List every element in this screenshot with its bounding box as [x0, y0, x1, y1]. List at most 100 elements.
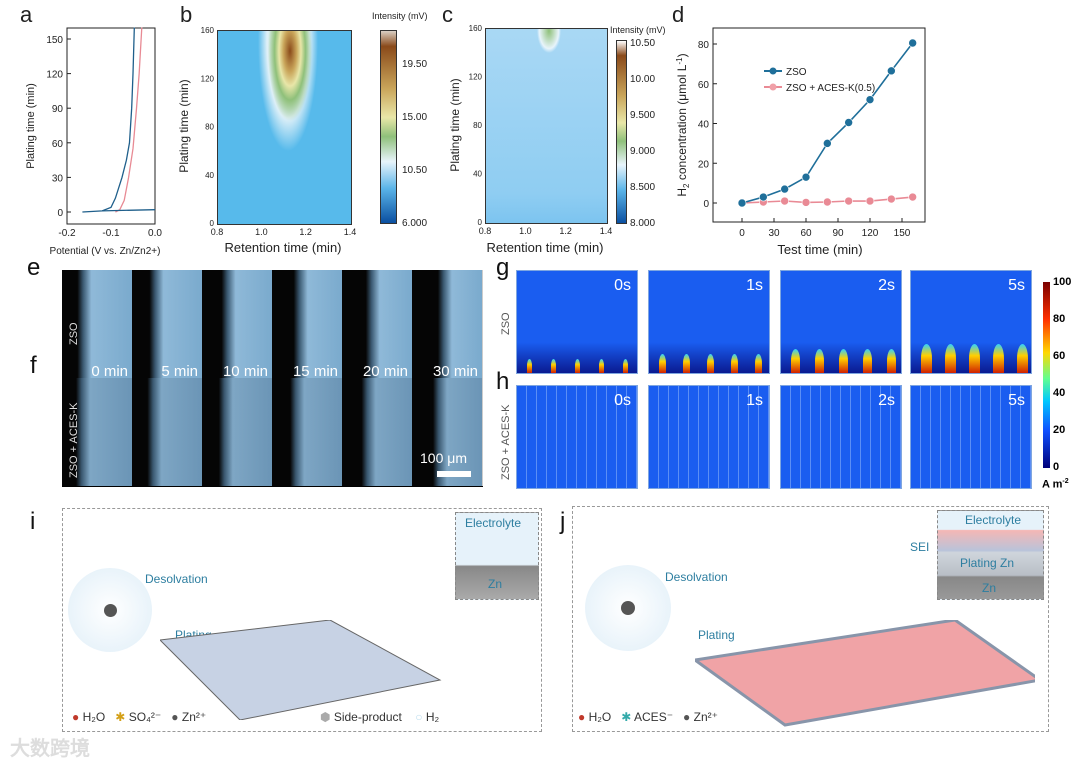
- data-point-d: [780, 184, 789, 194]
- panel-label-b: b: [180, 2, 192, 27]
- optical-image-e: 0 min: [62, 270, 133, 380]
- optical-image-f: [62, 378, 133, 486]
- watermark: 大数跨境: [10, 738, 90, 760]
- optical-image-e: 20 min: [342, 270, 413, 380]
- current-hotspot: [863, 349, 872, 373]
- scale-bar: [437, 471, 471, 477]
- series-line-a: [115, 27, 143, 213]
- time-label: 10 min: [222, 363, 268, 380]
- zn-label-j: Zn: [982, 581, 997, 595]
- time-label: 2s: [878, 392, 895, 409]
- current-hotspot: [623, 359, 628, 373]
- series-line-a: [82, 27, 135, 213]
- tick-label-x: 1.2: [559, 226, 572, 236]
- optical-images: 0 min 5 min 10 min 15 min 20 min 30 min: [62, 270, 483, 487]
- tick-label-x: 1.2: [299, 227, 312, 237]
- tick-label-y: 80: [205, 123, 214, 132]
- data-point-d: [865, 196, 875, 206]
- time-label: 5s: [1008, 277, 1025, 294]
- axis-label-b-x: Retention time (min): [224, 240, 341, 255]
- data-point-d: [823, 139, 832, 148]
- electrolyte-label-j: Electrolyte: [965, 513, 1022, 527]
- zn-anode-i: [160, 620, 442, 720]
- colorbar-tick-label: 10.00: [630, 74, 655, 85]
- current-hotspot: [839, 349, 848, 373]
- tick-label-a-x: 0.0: [148, 228, 162, 239]
- data-point-d: [865, 95, 875, 104]
- axis-label-a-x: Potential (V vs. Zn/Zn2+): [50, 246, 161, 257]
- row-label-f: ZSO + ACES-K: [68, 402, 80, 479]
- data-point-d: [887, 194, 896, 204]
- row-label-h: ZSO + ACES-K: [500, 404, 512, 481]
- legend-item-aces: ZSO + ACES-K(0.5): [786, 83, 875, 94]
- row-label-e: ZSO: [68, 322, 80, 345]
- legend-j: ● H₂O ✱ ACES⁻ ● Zn²⁺: [578, 710, 718, 724]
- data-point-d: [908, 192, 917, 202]
- tick-label-d-x: 60: [800, 228, 812, 239]
- data-point-d: [801, 172, 811, 182]
- current-hotspot: [659, 354, 666, 373]
- colorbar-tick-label: 10.50: [630, 38, 655, 49]
- simulation-panel-g: 5s: [910, 270, 1032, 374]
- current-hotspot: [815, 349, 824, 373]
- legend-d: ZSO ZSO + ACES-K(0.5): [764, 67, 875, 94]
- current-hotspot: [731, 354, 738, 373]
- colorbar-tick-label: 10.50: [402, 165, 427, 176]
- current-hotspot: [755, 354, 762, 373]
- optical-image-e: 30 min: [412, 270, 483, 380]
- current-hotspot: [969, 344, 980, 373]
- heatmap-b: [217, 30, 352, 225]
- optical-image-e: 5 min: [132, 270, 203, 380]
- simulation-panel-g: 2s: [780, 270, 902, 374]
- tick-label-x: 1.0: [519, 226, 532, 236]
- data-point-d: [801, 198, 811, 207]
- tick-label-y: 0: [210, 219, 215, 228]
- tick-label-y: 120: [201, 74, 215, 83]
- colorbar-tick-label: 9.500: [630, 110, 655, 121]
- time-label: 15 min: [292, 363, 338, 380]
- colorbar-tick-label: 40: [1053, 387, 1066, 399]
- optical-image-e: 10 min: [202, 270, 273, 380]
- tick-label-y: 40: [473, 170, 482, 179]
- time-label: 30 min: [432, 363, 478, 380]
- axis-label-c-x: Retention time (min): [486, 240, 603, 255]
- colorbar-tick-label: 19.50: [402, 59, 427, 70]
- current-hotspot: [575, 359, 580, 373]
- axis-label-d-x: Test time (min): [777, 242, 862, 257]
- colorbar-tick-label: 60: [1053, 350, 1066, 362]
- plot-frame-d: [712, 27, 926, 223]
- data-point-d: [780, 196, 789, 206]
- tick-label-d-x: 30: [768, 228, 780, 239]
- current-hotspot: [683, 354, 690, 373]
- colorbar-tick-label: 9.000: [630, 146, 655, 157]
- tick-label-a-y: 30: [52, 173, 64, 184]
- data-point-d: [737, 198, 747, 208]
- current-hotspot: [791, 349, 800, 373]
- colorbar-c: [616, 40, 627, 224]
- current-hotspot: [887, 349, 896, 373]
- plot-frame-a: [66, 27, 156, 225]
- tick-label-d-y: 40: [698, 120, 710, 131]
- time-label: 5 min: [161, 363, 198, 380]
- tick-label-x: 0.8: [479, 226, 492, 236]
- tick-label-d-x: 120: [862, 228, 879, 239]
- current-hotspot: [921, 344, 932, 373]
- schematic-j: [572, 506, 1049, 732]
- simulation-panel-h: 1s: [648, 385, 770, 489]
- time-label: 5s: [1008, 392, 1025, 409]
- data-point-d: [844, 196, 853, 206]
- colorbar-tick-label: 6.000: [402, 218, 427, 229]
- tick-label-d-y: 20: [698, 159, 710, 170]
- row-label-g: ZSO: [500, 312, 512, 335]
- simulation-panel-h: 2s: [780, 385, 902, 489]
- tick-label-y: 120: [469, 73, 483, 82]
- inset-i: [455, 512, 539, 600]
- tick-label-y: 160: [469, 24, 483, 33]
- tick-label-d-y: 0: [703, 199, 709, 210]
- baseline-a: [102, 209, 156, 212]
- current-hotspot: [945, 344, 956, 373]
- desolvation-label-i: Desolvation: [145, 572, 208, 586]
- tick-label-a-x: -0.2: [58, 228, 76, 239]
- tick-label-x: 1.4: [344, 227, 357, 237]
- tick-label-d-x: 150: [894, 228, 911, 239]
